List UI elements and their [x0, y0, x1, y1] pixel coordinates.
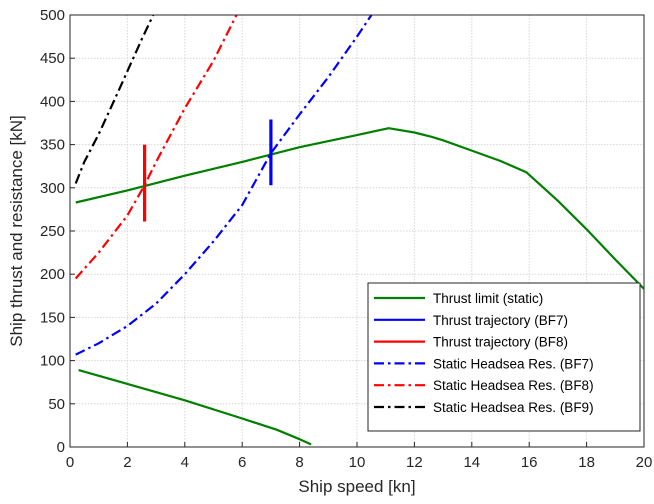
series-line-static-headsea-res-bf8 — [74, 15, 238, 280]
x-axis-label: Ship speed [kn] — [298, 477, 415, 496]
ticks: 0 2 4 6 8 10 12 14 16 18 2005010015020025030035040… — [40, 7, 652, 471]
legend-label: Thrust trajectory (BF7) — [433, 313, 568, 328]
x-tick-label: 0 — [66, 454, 74, 471]
legend-label: Static Headsea Res. (BF9) — [433, 400, 594, 415]
x-tick-label: 20 — [636, 454, 653, 471]
x-tick-label: 8 — [295, 454, 303, 471]
series-line-thrust-limit-static — [75, 127, 644, 290]
x-tick-label: 10 — [349, 454, 366, 471]
y-tick-label: 200 — [40, 266, 65, 283]
y-tick-label: 150 — [40, 309, 65, 326]
series-layer — [74, 15, 644, 446]
x-tick-label: 12 — [406, 454, 423, 471]
legend: Thrust limit (static) Thrust trajectory (… — [367, 282, 641, 432]
legend-label: Thrust trajectory (BF8) — [433, 335, 568, 350]
series-line-thrust-limit-static — [78, 369, 312, 446]
y-tick-label: 50 — [48, 396, 65, 413]
y-tick-label: 300 — [40, 180, 65, 197]
legend-box — [367, 282, 641, 432]
y-tick-label: 350 — [40, 137, 65, 154]
y-tick-label: 100 — [40, 353, 65, 370]
legend-label: Static Headsea Res. (BF8) — [433, 378, 594, 393]
x-tick-label: 18 — [578, 454, 595, 471]
legend-label: Thrust limit (static) — [433, 291, 543, 306]
y-tick-label: 400 — [40, 93, 65, 110]
x-tick-label: 6 — [238, 454, 246, 471]
y-tick-label: 500 — [40, 7, 65, 24]
y-tick-label: 250 — [40, 223, 65, 240]
y-tick-label: 0 — [57, 439, 65, 456]
series-line-static-headsea-res-bf9 — [74, 15, 155, 184]
x-tick-label: 2 — [123, 454, 131, 471]
y-tick-label: 450 — [40, 50, 65, 67]
x-tick-label: 16 — [521, 454, 538, 471]
y-axis-label: Ship thrust and resistance [kN] — [7, 115, 26, 347]
x-tick-label: 14 — [463, 454, 480, 471]
legend-label: Static Headsea Res. (BF7) — [433, 356, 594, 371]
x-tick-label: 4 — [181, 454, 189, 471]
